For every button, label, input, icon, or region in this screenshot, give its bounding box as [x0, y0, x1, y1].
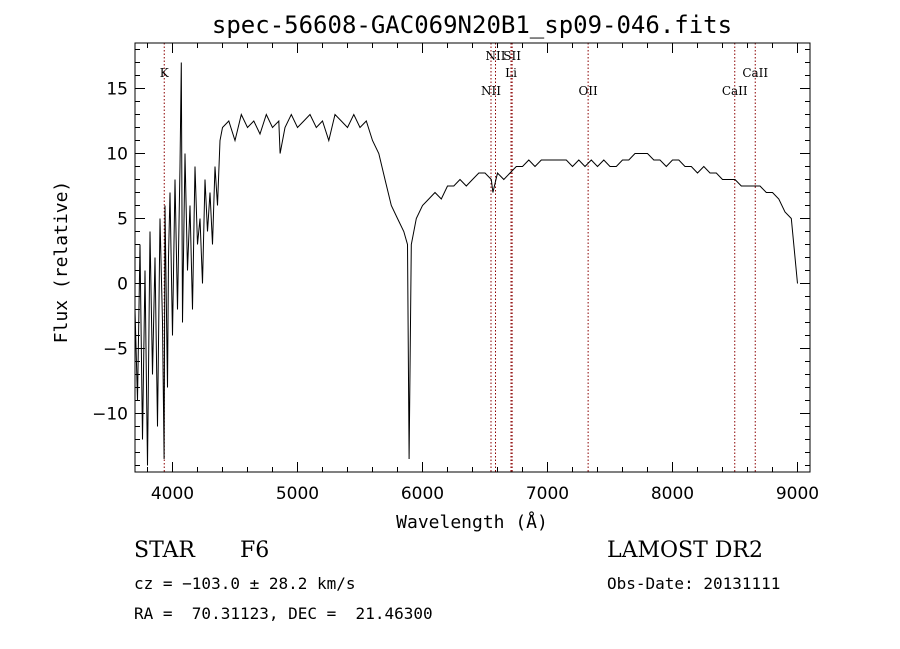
x-tick-label: 9000: [776, 484, 819, 504]
spectrum-series: [134, 62, 798, 466]
chart-title: spec-56608-GAC069N20B1_sp09-046.fits: [212, 11, 732, 39]
x-tick-label: 7000: [526, 484, 569, 504]
spectral-line-label: K: [160, 66, 170, 80]
spectral-line-label: NII: [481, 84, 501, 98]
y-tick-label: −5: [103, 340, 128, 360]
spectral-line-label: NII: [486, 49, 506, 63]
y-tick-label: 0: [117, 275, 128, 295]
y-tick-label: 10: [106, 145, 128, 165]
x-axis-label: Wavelength (Å): [396, 511, 548, 533]
y-axis-label: Flux (relative): [51, 181, 72, 344]
coordinates: RA = 70.31123, DEC = 21.46300: [134, 604, 433, 623]
y-tick-label: −10: [92, 405, 128, 425]
redshift-info: cz = −103.0 ± 28.2 km/s: [134, 574, 356, 593]
y-tick-label: 5: [117, 210, 128, 230]
spectral-line-label: CaII: [742, 66, 768, 80]
x-tick-label: 5000: [276, 484, 319, 504]
object-subclass: F6: [240, 538, 270, 563]
spectral-line-label: CaII: [722, 84, 748, 98]
plot-frame: [134, 42, 811, 473]
axis-ticks: 4000 5000 6000 7000 8000 9000 −10 −5 0 5 10 15: [92, 43, 819, 504]
object-class: STAR: [134, 538, 195, 563]
x-tick-label: 6000: [401, 484, 444, 504]
spectrum-line: [134, 62, 798, 466]
x-tick-label: 8000: [651, 484, 694, 504]
spectral-line-label: OII: [578, 84, 598, 98]
observation-date: Obs-Date: 20131111: [607, 574, 781, 593]
survey-name: LAMOST DR2: [607, 538, 763, 563]
spectral-line-label: Li: [505, 66, 517, 80]
spectral-line-label: SII: [503, 49, 521, 63]
x-tick-label: 4000: [151, 484, 194, 504]
y-tick-label: 15: [106, 80, 128, 100]
